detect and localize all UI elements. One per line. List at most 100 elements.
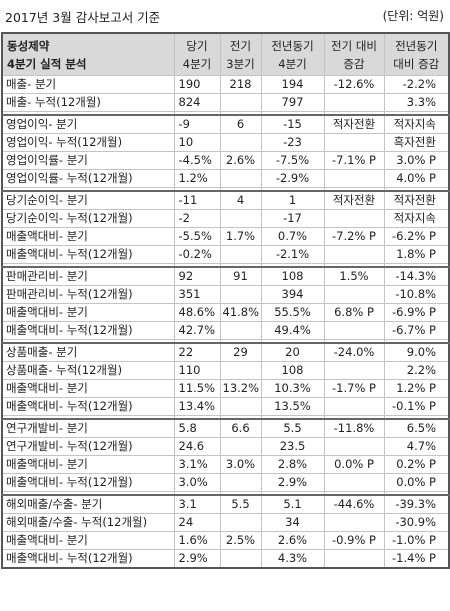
yoy-change-cell: -10.8%: [383, 285, 450, 304]
table-row: 매출액대비- 분기 -5.5% 1.7% 0.7% -7.2% P -6.2% P: [1, 227, 450, 246]
current-value-cell: 2.9%: [173, 549, 221, 569]
row-label-cell: 매출액대비- 분기: [1, 379, 175, 398]
prior-year-value-cell: -15: [260, 114, 325, 134]
prior-year-value-cell: 108: [260, 361, 325, 380]
header-text: 4분기: [278, 56, 307, 71]
row-label-cell: 매출액대비- 누적(12개월): [1, 245, 175, 264]
qoq-change-cell: [323, 321, 385, 340]
current-value-cell: -11: [173, 190, 221, 210]
current-value-cell: 24: [173, 513, 221, 532]
header-company-cell: 동성제약 4분기 실적 분석: [1, 32, 175, 76]
current-value-cell: 351: [173, 285, 221, 304]
row-label-cell: 상품매출- 분기: [1, 342, 175, 362]
table-row: 당기순이익- 누적(12개월) -2 -17 적자지속: [1, 209, 450, 228]
divider-cell: [383, 491, 450, 496]
row-label-cell: 영업이익- 누적(12개월): [1, 133, 175, 152]
current-value-cell: -5.5%: [173, 227, 221, 246]
current-value-cell: 48.6%: [173, 303, 221, 322]
qoq-change-cell: [323, 397, 385, 416]
previous-value-cell: 4: [219, 190, 262, 210]
yoy-change-cell: 2.2%: [383, 361, 450, 380]
table-row: 매출액대비- 분기 11.5% 13.2% 10.3% -1.7% P 1.2% P: [1, 379, 450, 398]
row-label-cell: 매출액대비- 누적(12개월): [1, 321, 175, 340]
previous-value-cell: [219, 437, 262, 456]
table-row: 영업이익률- 누적(12개월) 1.2% -2.9% 4.0% P: [1, 169, 450, 188]
prior-year-value-cell: 5.1: [260, 494, 325, 514]
yoy-change-cell: 4.7%: [383, 437, 450, 456]
qoq-change-cell: [323, 361, 385, 380]
row-label-cell: 판매관리비- 누적(12개월): [1, 285, 175, 304]
header-text: 전기: [229, 38, 252, 53]
prior-year-value-cell: 13.5%: [260, 397, 325, 416]
table-subtitle: 4분기 실적 분석: [7, 56, 87, 71]
yoy-change-cell: 0.2% P: [383, 455, 450, 474]
report-caption: 2017년 3월 감사보고서 기준 (단위: 억원): [0, 0, 450, 32]
previous-value-cell: 3.0%: [219, 455, 262, 474]
row-label-cell: 매출- 누적(12개월): [1, 93, 175, 112]
prior-year-value-cell: 108: [260, 266, 325, 286]
section-divider: [1, 187, 450, 192]
current-value-cell: 1.6%: [173, 531, 221, 550]
current-value-cell: -2: [173, 209, 221, 228]
qoq-change-cell: -1.7% P: [323, 379, 385, 398]
table-row: 판매관리비- 누적(12개월) 351 394 -10.8%: [1, 285, 450, 304]
prior-year-value-cell: 394: [260, 285, 325, 304]
yoy-change-cell: 1.8% P: [383, 245, 450, 264]
previous-value-cell: [219, 473, 262, 492]
qoq-change-cell: [323, 549, 385, 569]
row-label-cell: 당기순이익- 누적(12개월): [1, 209, 175, 228]
table-row: 해외매출/수출- 분기 3.1 5.5 5.1 -44.6% -39.3%: [1, 494, 450, 514]
table-row: 매출- 누적(12개월) 824 797 3.3%: [1, 93, 450, 112]
qoq-change-cell: [323, 285, 385, 304]
previous-value-cell: [219, 133, 262, 152]
yoy-change-cell: 3.3%: [383, 93, 450, 112]
company-name: 동성제약: [7, 38, 50, 53]
yoy-change-cell: 4.0% P: [383, 169, 450, 188]
yoy-change-cell: 9.0%: [383, 342, 450, 362]
row-label-cell: 영업이익률- 분기: [1, 151, 175, 170]
previous-value-cell: 13.2%: [219, 379, 262, 398]
prior-year-value-cell: 797: [260, 93, 325, 112]
row-label-cell: 판매관리비- 분기: [1, 266, 175, 286]
row-label-cell: 매출액대비- 분기: [1, 531, 175, 550]
yoy-change-cell: -30.9%: [383, 513, 450, 532]
qoq-change-cell: [323, 437, 385, 456]
qoq-change-cell: -0.9% P: [323, 531, 385, 550]
qoq-change-cell: 적자전환: [323, 114, 385, 134]
table-header-row: 동성제약 4분기 실적 분석 당기 4분기 전기 3분기 전년동기 4분기 전기…: [1, 32, 450, 76]
previous-value-cell: [219, 209, 262, 228]
current-value-cell: 3.1%: [173, 455, 221, 474]
previous-value-cell: [219, 397, 262, 416]
row-label-cell: 매출액대비- 분기: [1, 303, 175, 322]
yoy-change-cell: -6.2% P: [383, 227, 450, 246]
table-row: 상품매출- 누적(12개월) 110 108 2.2%: [1, 361, 450, 380]
section-divider: [1, 415, 450, 420]
qoq-change-cell: 1.5%: [323, 266, 385, 286]
previous-value-cell: 91: [219, 266, 262, 286]
financial-table: 동성제약 4분기 실적 분석 당기 4분기 전기 3분기 전년동기 4분기 전기…: [1, 32, 450, 569]
current-value-cell: 22: [173, 342, 221, 362]
header-text: 전년동기: [395, 38, 438, 53]
current-value-cell: 42.7%: [173, 321, 221, 340]
current-value-cell: -0.2%: [173, 245, 221, 264]
qoq-change-cell: -44.6%: [323, 494, 385, 514]
table-row: 영업이익률- 분기 -4.5% 2.6% -7.5% -7.1% P 3.0% P: [1, 151, 450, 170]
table-row: 매출액대비- 누적(12개월) 2.9% 4.3% -1.4% P: [1, 549, 450, 569]
row-label-cell: 영업이익- 분기: [1, 114, 175, 134]
table-row: 매출액대비- 누적(12개월) 42.7% 49.4% -6.7% P: [1, 321, 450, 340]
yoy-change-cell: 적자지속: [383, 114, 450, 134]
prior-year-value-cell: 2.9%: [260, 473, 325, 492]
previous-value-cell: 6.6: [219, 418, 262, 438]
section-divider: [1, 339, 450, 344]
previous-value-cell: 41.8%: [219, 303, 262, 322]
row-label-cell: 매출액대비- 분기: [1, 227, 175, 246]
qoq-change-cell: [323, 513, 385, 532]
table-body: 매출- 분기 190 218 194 -12.6% -2.2% 매출- 누적(12개월) 82…: [1, 75, 450, 569]
current-value-cell: 11.5%: [173, 379, 221, 398]
prior-year-value-cell: 20: [260, 342, 325, 362]
header-text: 전년동기: [271, 38, 314, 53]
yoy-change-cell: -1.4% P: [383, 549, 450, 569]
yoy-change-cell: 3.0% P: [383, 151, 450, 170]
header-yoy-change: 전년동기 대비 증감: [383, 32, 450, 76]
yoy-change-cell: 적자전환: [383, 190, 450, 210]
